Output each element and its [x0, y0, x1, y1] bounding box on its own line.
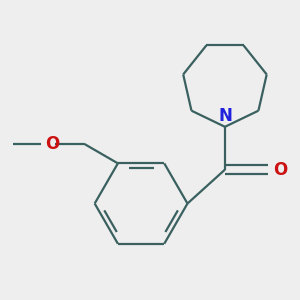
- Text: O: O: [45, 135, 59, 153]
- Text: N: N: [218, 107, 232, 125]
- Text: O: O: [273, 160, 287, 178]
